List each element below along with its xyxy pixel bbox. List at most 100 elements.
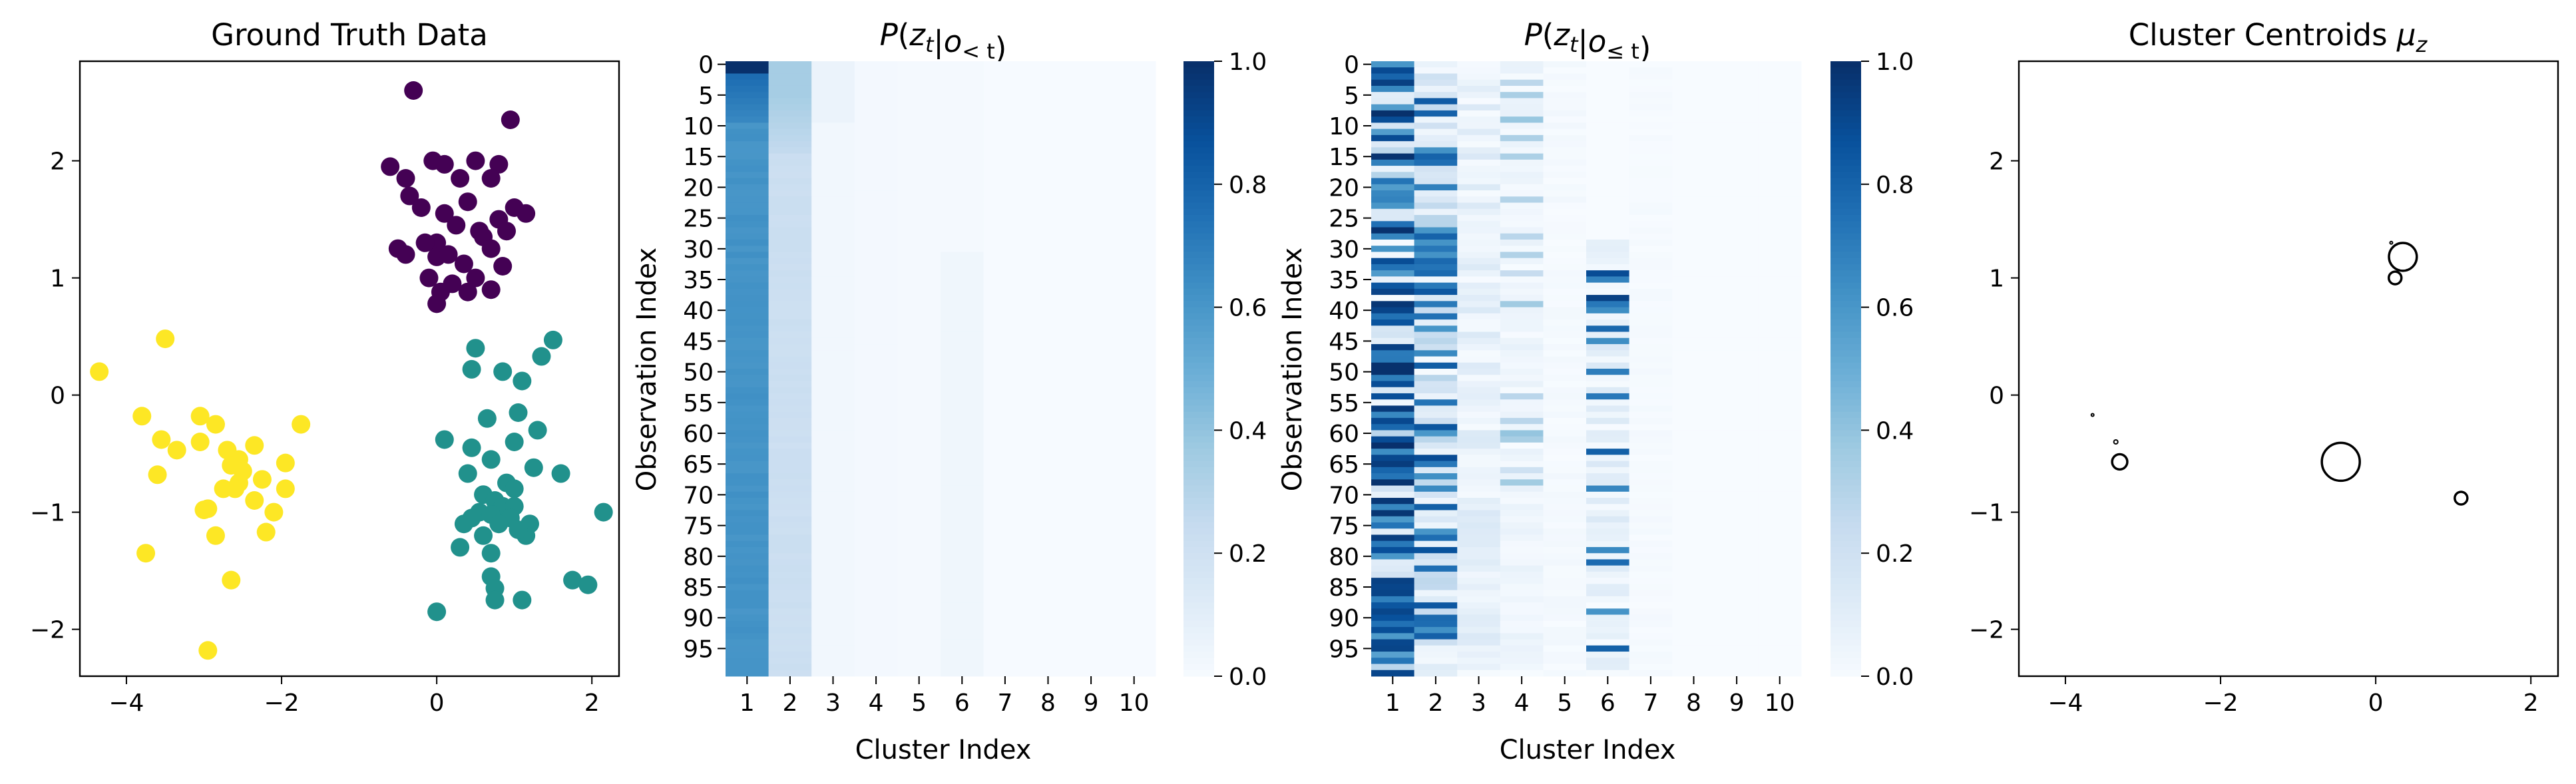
heatmap-cell: [983, 620, 1027, 628]
heatmap-cell: [1112, 449, 1156, 455]
heatmap-cell: [1026, 325, 1070, 333]
colorbar-band: [1830, 411, 1861, 419]
heatmap-cell: [1715, 516, 1759, 523]
centroid-marker: [2388, 242, 2418, 272]
heatmap-cell: [854, 104, 898, 111]
heatmap-cell: [1026, 104, 1070, 111]
x-tick-label: 4: [1514, 689, 1530, 717]
heatmap-cell: [811, 128, 855, 136]
heatmap-cell: [983, 411, 1027, 419]
heatmap-cell: [1543, 658, 1587, 665]
colorbar-band: [1183, 559, 1214, 566]
heatmap-cell: [1715, 664, 1759, 671]
heatmap-cell: [1586, 344, 1630, 351]
heatmap-cell: [1500, 614, 1544, 622]
heatmap-cell: [941, 491, 984, 498]
heatmap-cell: [1069, 534, 1113, 542]
heatmap-cell: [1112, 467, 1156, 474]
heatmap-cell: [1026, 196, 1070, 204]
data-point: [396, 169, 415, 188]
heatmap-cell: [897, 98, 941, 105]
heatmap-cell: [768, 288, 812, 295]
heatmap-cell: [1629, 122, 1673, 130]
heatmap-cell: [1500, 350, 1544, 357]
heatmap-cell: [768, 442, 812, 449]
heatmap-cell: [1371, 221, 1415, 228]
data-point: [481, 450, 501, 469]
data-point: [551, 464, 570, 483]
heatmap-cell: [1758, 369, 1802, 375]
heatmap-cell: [811, 627, 855, 634]
heatmap-cell: [1371, 92, 1415, 98]
heatmap-cell: [1629, 645, 1673, 652]
heatmap-cell: [1629, 411, 1673, 419]
heatmap-cell: [726, 344, 769, 351]
heatmap-cell: [1414, 73, 1458, 81]
heatmap-cell: [1543, 485, 1587, 492]
heatmap-cell: [1026, 301, 1070, 308]
heatmap-cell: [1586, 61, 1630, 68]
heatmap-cell: [1069, 141, 1113, 148]
heatmap-cell: [1672, 73, 1716, 81]
heatmap-cell: [983, 104, 1027, 111]
heatmap-cell: [1112, 608, 1156, 616]
heatmap-cell: [726, 159, 769, 166]
heatmap-cell: [1026, 227, 1070, 234]
heatmap-cell: [768, 528, 812, 535]
heatmap-cell: [1371, 473, 1415, 480]
heatmap-cell: [1371, 61, 1415, 68]
heatmap-cell: [1500, 196, 1544, 204]
heatmap-cell: [726, 479, 769, 487]
heatmap-cell: [1543, 387, 1587, 394]
y-tick-label: 2: [1989, 148, 2004, 176]
heatmap-cell: [1414, 122, 1458, 130]
heatmap-cell: [1371, 159, 1415, 166]
heatmap-cell: [768, 190, 812, 197]
heatmap-cell: [1371, 134, 1415, 142]
heatmap-cell: [1112, 128, 1156, 136]
heatmap-cell: [1758, 110, 1802, 117]
heatmap-cell: [1586, 664, 1630, 671]
data-point: [292, 415, 311, 434]
heatmap-cell: [768, 627, 812, 634]
heatmap-cell: [1026, 128, 1070, 136]
heatmap-cell: [897, 369, 941, 375]
heatmap-cell: [1500, 559, 1544, 566]
heatmap-cell: [1414, 252, 1458, 259]
heatmap-cell: [1758, 202, 1802, 210]
heatmap-cell: [1672, 116, 1716, 123]
heatmap-cell: [983, 658, 1027, 665]
heatmap-cell: [811, 405, 855, 413]
heatmap-cell: [1112, 110, 1156, 117]
heatmap-cell: [1543, 246, 1587, 252]
colorbar-band: [1183, 246, 1214, 253]
heatmap-cell: [1414, 430, 1458, 437]
heatmap-cell: [1672, 128, 1716, 136]
heatmap-cell: [811, 350, 855, 357]
colorbar-tick-label: 0.4: [1229, 417, 1267, 445]
colorbar-band: [1830, 498, 1861, 504]
heatmap-cell: [1715, 369, 1759, 375]
heatmap-cell: [768, 159, 812, 166]
heatmap-cell: [768, 221, 812, 228]
heatmap-cell: [941, 110, 984, 117]
colorbar-band: [1183, 288, 1214, 295]
heatmap-cell: [1715, 221, 1759, 228]
heatmap-cell: [1715, 166, 1759, 172]
heatmap-cell: [768, 122, 812, 130]
heatmap-cell: [897, 461, 941, 468]
heatmap-cell: [1715, 295, 1759, 301]
colorbar-band: [1830, 584, 1861, 591]
heatmap-cell: [897, 504, 941, 511]
heatmap-cell: [941, 208, 984, 216]
heatmap-cell: [1069, 104, 1113, 111]
heatmap-cell: [1026, 491, 1070, 498]
heatmap-cell: [1026, 627, 1070, 634]
x-tick-label: 2: [782, 689, 797, 717]
heatmap-cell: [1069, 215, 1113, 222]
heatmap-cell: [1026, 534, 1070, 542]
heatmap-cell: [897, 233, 941, 240]
heatmap-cell: [1112, 85, 1156, 93]
colorbar-band: [1830, 307, 1861, 314]
heatmap-cell: [1586, 449, 1630, 455]
